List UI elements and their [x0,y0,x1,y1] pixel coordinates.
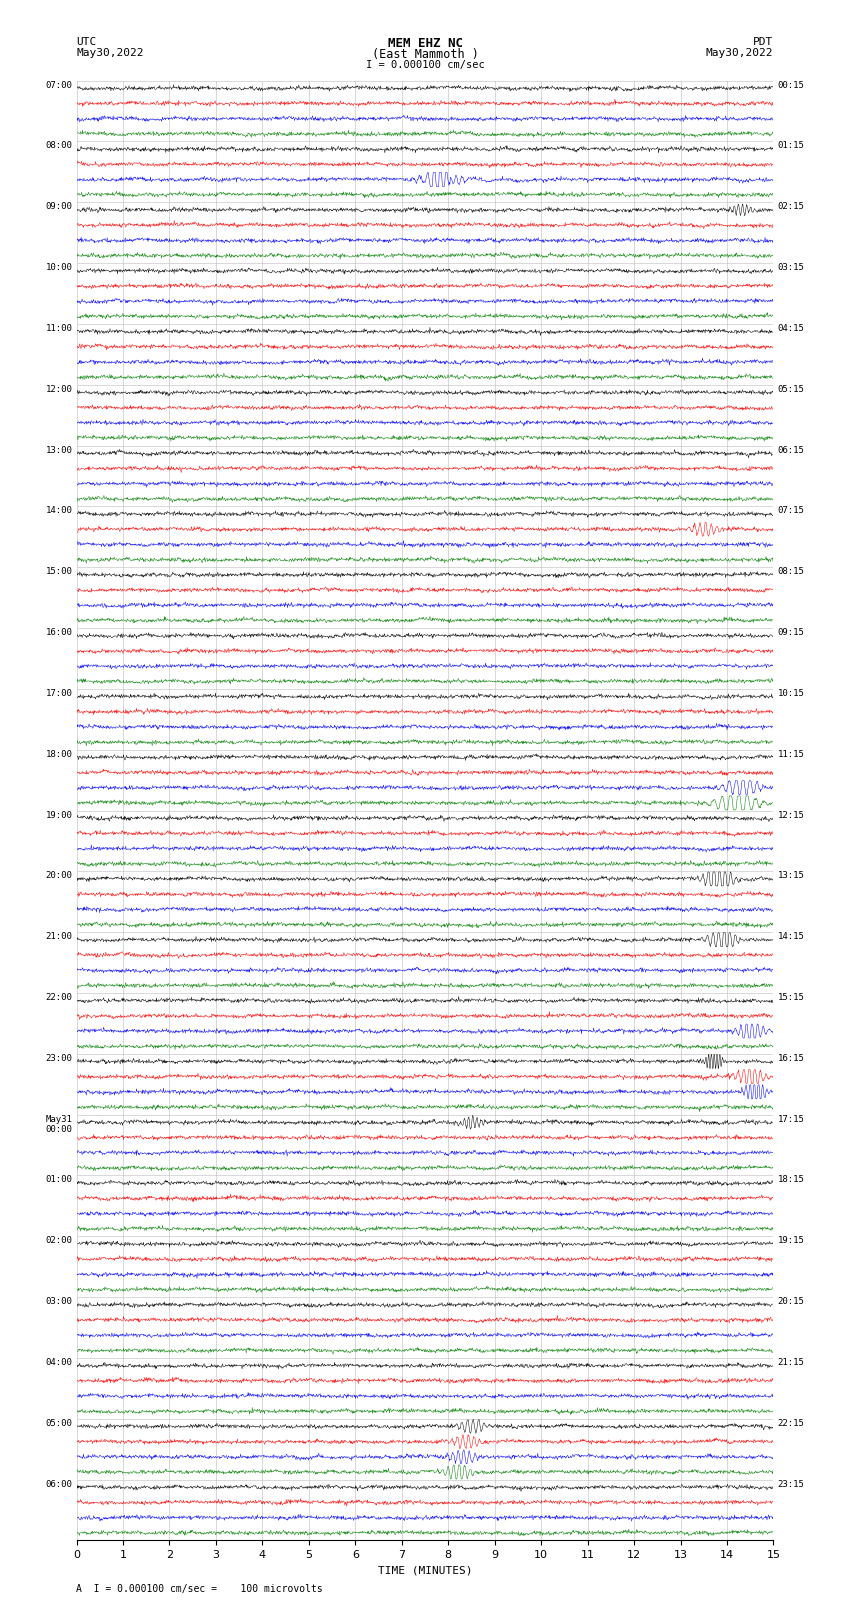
Text: 23:15: 23:15 [778,1479,805,1489]
Text: 05:00: 05:00 [45,1419,72,1428]
Text: May30,2022: May30,2022 [76,48,144,58]
Text: I = 0.000100 cm/sec: I = 0.000100 cm/sec [366,60,484,69]
Text: May30,2022: May30,2022 [706,48,774,58]
Text: 00:15: 00:15 [778,81,805,90]
Text: 07:00: 07:00 [45,81,72,90]
Text: 03:00: 03:00 [45,1297,72,1307]
Text: (East Mammoth ): (East Mammoth ) [371,48,479,61]
Text: 01:00: 01:00 [45,1176,72,1184]
Text: 17:15: 17:15 [778,1115,805,1124]
Text: 02:00: 02:00 [45,1236,72,1245]
Text: 19:15: 19:15 [778,1236,805,1245]
Text: 12:15: 12:15 [778,811,805,819]
Text: 08:00: 08:00 [45,142,72,150]
Text: 16:00: 16:00 [45,627,72,637]
Text: 21:15: 21:15 [778,1358,805,1366]
Text: 19:00: 19:00 [45,811,72,819]
Text: 06:00: 06:00 [45,1479,72,1489]
Text: 10:15: 10:15 [778,689,805,698]
Text: 18:00: 18:00 [45,750,72,758]
Text: A  I = 0.000100 cm/sec =    100 microvolts: A I = 0.000100 cm/sec = 100 microvolts [76,1584,323,1594]
Text: 09:00: 09:00 [45,202,72,211]
Text: 14:00: 14:00 [45,506,72,516]
Text: 05:15: 05:15 [778,386,805,394]
Text: 12:00: 12:00 [45,386,72,394]
Text: 07:15: 07:15 [778,506,805,516]
Text: 11:00: 11:00 [45,324,72,332]
Text: 10:00: 10:00 [45,263,72,273]
Text: 04:15: 04:15 [778,324,805,332]
Text: 11:15: 11:15 [778,750,805,758]
Text: 23:00: 23:00 [45,1053,72,1063]
Text: 22:15: 22:15 [778,1419,805,1428]
Text: 01:15: 01:15 [778,142,805,150]
Text: PDT: PDT [753,37,774,47]
Text: 03:15: 03:15 [778,263,805,273]
Text: 20:15: 20:15 [778,1297,805,1307]
Text: 06:15: 06:15 [778,445,805,455]
Text: 08:15: 08:15 [778,568,805,576]
Text: May31
00:00: May31 00:00 [45,1115,72,1134]
Text: 02:15: 02:15 [778,202,805,211]
Text: 16:15: 16:15 [778,1053,805,1063]
Text: MEM EHZ NC: MEM EHZ NC [388,37,462,50]
Text: 22:00: 22:00 [45,994,72,1002]
Text: 18:15: 18:15 [778,1176,805,1184]
Text: 21:00: 21:00 [45,932,72,940]
Text: UTC: UTC [76,37,97,47]
X-axis label: TIME (MINUTES): TIME (MINUTES) [377,1566,473,1576]
Text: 09:15: 09:15 [778,627,805,637]
Text: 15:15: 15:15 [778,994,805,1002]
Text: 13:15: 13:15 [778,871,805,881]
Text: 14:15: 14:15 [778,932,805,940]
Text: 20:00: 20:00 [45,871,72,881]
Text: 04:00: 04:00 [45,1358,72,1366]
Text: 13:00: 13:00 [45,445,72,455]
Text: 17:00: 17:00 [45,689,72,698]
Text: 15:00: 15:00 [45,568,72,576]
